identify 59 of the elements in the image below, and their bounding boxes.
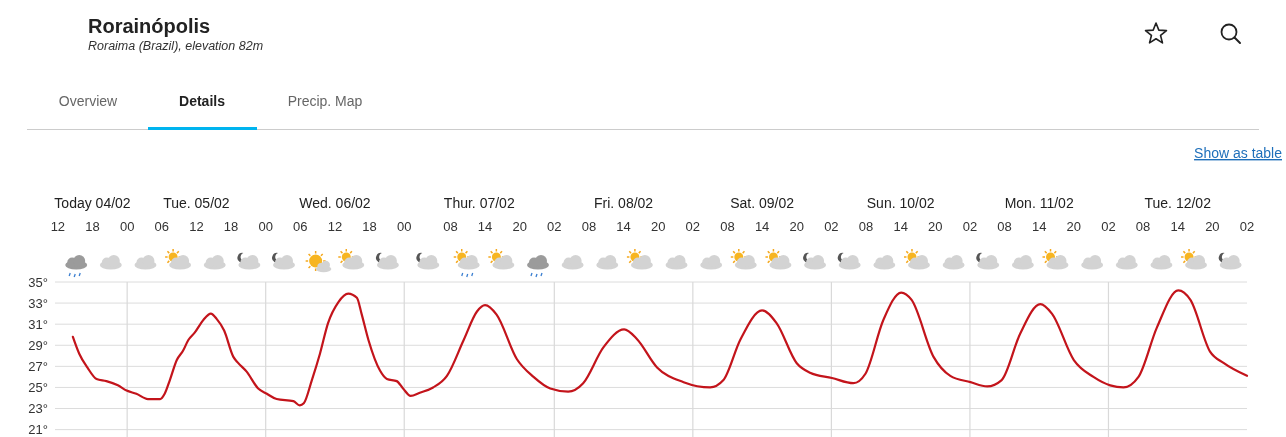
text: Wed. 06/02 [299, 195, 371, 211]
x-tick-label: 20 [1205, 219, 1220, 234]
x-tick-label: 02 [962, 219, 978, 234]
text: Overview [58, 93, 119, 109]
text: Today 04/02 [54, 195, 131, 211]
line-series [71, 289, 1249, 407]
y-tick-label: 23° [28, 401, 48, 417]
text: Sun. 10/02 [866, 195, 935, 211]
x-tick-label: 20 [512, 219, 527, 234]
x-tick-label: 00 [119, 219, 135, 234]
x-tick-label: 02 [1101, 219, 1116, 234]
x-tick-label: 20 [789, 219, 804, 234]
y-tick-label: 31° [28, 316, 48, 332]
x-tick-label: 08 [581, 219, 597, 234]
text: Details [179, 93, 226, 109]
x-tick-label: 18 [85, 219, 100, 234]
text: Mon. 11/02 [1004, 195, 1074, 211]
text: Tue. 05/02 [163, 195, 230, 211]
text: Precip. Map [287, 93, 363, 109]
x-tick-label: 00 [397, 219, 412, 234]
x-tick-label: 00 [258, 219, 273, 234]
x-tick-label: 08 [443, 219, 458, 234]
x-tick-label: 08 [997, 219, 1012, 234]
y-tick-label: 27° [28, 358, 48, 374]
x-tick-label: 14 [893, 219, 908, 234]
text: Sat. 09/02 [730, 195, 795, 211]
x-tick-label: 02 [685, 219, 701, 234]
x-tick-label: 14 [754, 219, 770, 234]
x-tick-label: 12 [189, 219, 204, 234]
x-tick-label: 08 [1135, 219, 1151, 234]
x-tick-label: 12 [50, 219, 66, 234]
x-tick-label: 06 [154, 219, 170, 234]
x-tick-label: 20 [1066, 219, 1082, 234]
x-tick-label: 08 [858, 219, 874, 234]
text: Tue. 12/02 [1144, 195, 1212, 211]
x-tick-label: 14 [1031, 219, 1047, 234]
x-tick-label: 02 [1239, 219, 1255, 234]
x-tick-label: 14 [616, 219, 631, 234]
y-tick-label: 33° [28, 295, 48, 311]
y-tick-label: 29° [28, 337, 48, 353]
x-tick-label: 18 [362, 219, 377, 234]
x-tick-label: 14 [1170, 219, 1185, 234]
chart-subtitle: Roraima (Brazil), elevation 82m [88, 39, 264, 53]
x-tick-label: 12 [327, 219, 343, 234]
text: Show as table [1194, 145, 1283, 161]
x-tick-label: 08 [720, 219, 735, 234]
text: Fri. 08/02 [594, 195, 654, 211]
x-tick-label: 20 [650, 219, 666, 234]
chart-title: Rorainópolis [88, 15, 211, 37]
x-tick-label: 20 [928, 219, 943, 234]
x-tick-label: 14 [477, 219, 493, 234]
x-tick-label: 02 [547, 219, 562, 234]
y-tick-label: 21° [28, 422, 48, 437]
y-tick-label: 25° [28, 379, 48, 395]
x-tick-label: 06 [293, 219, 308, 234]
x-tick-label: 18 [223, 219, 239, 234]
text: Thur. 07/02 [443, 195, 515, 211]
x-tick-label: 02 [824, 219, 839, 234]
y-tick-label: 35° [28, 274, 48, 290]
